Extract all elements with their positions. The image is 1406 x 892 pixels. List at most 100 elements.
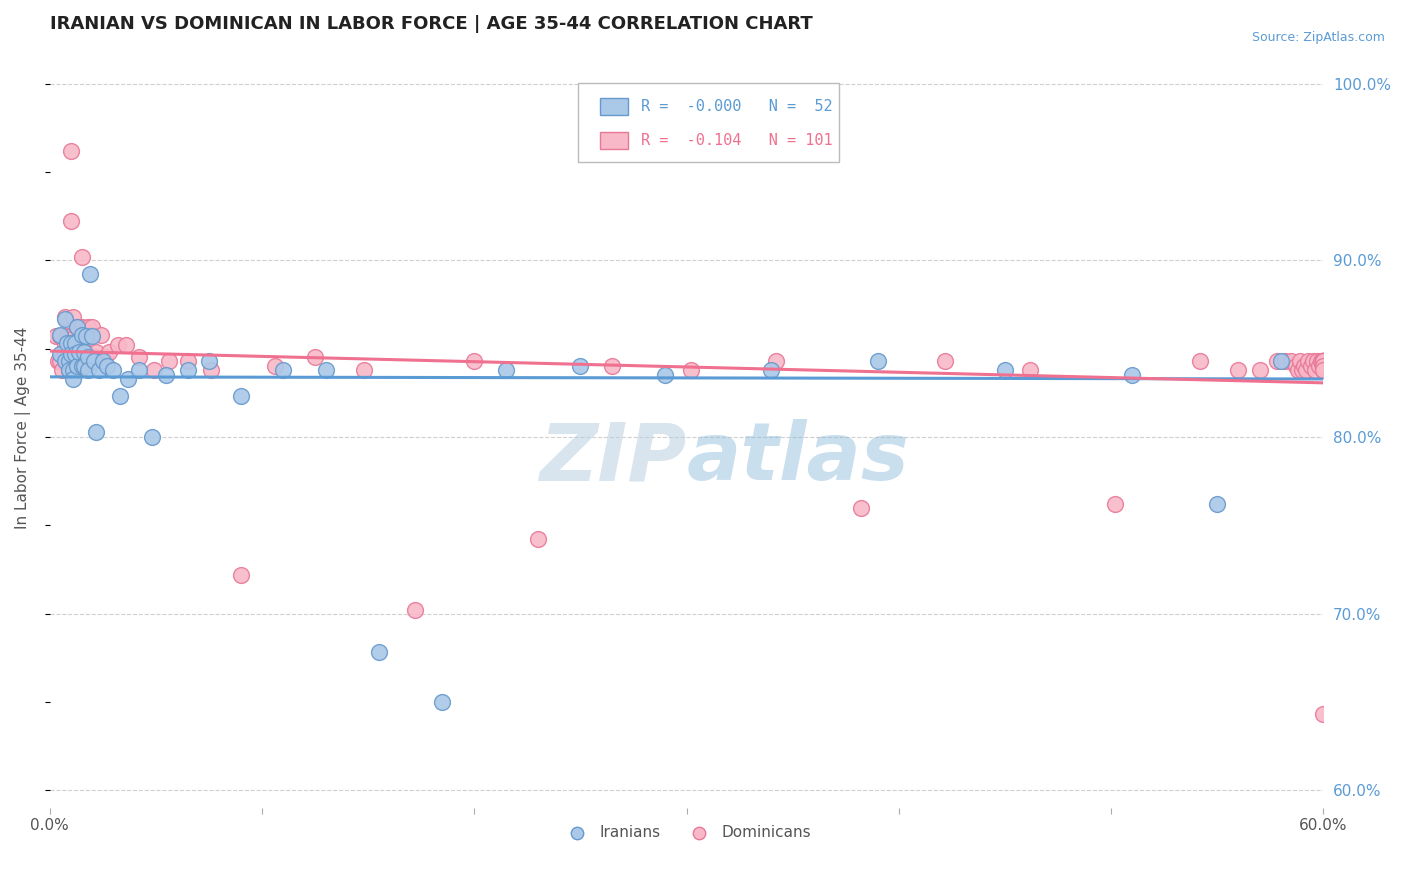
Point bbox=[55, 329, 77, 343]
Point bbox=[1121, 368, 1143, 383]
Point bbox=[1189, 354, 1212, 368]
Point bbox=[75, 354, 97, 368]
Point bbox=[1312, 354, 1334, 368]
Point bbox=[432, 695, 454, 709]
Text: R =  -0.104   N = 101: R = -0.104 N = 101 bbox=[641, 133, 832, 148]
Point bbox=[62, 371, 84, 385]
Point bbox=[82, 329, 104, 343]
Point bbox=[1104, 497, 1126, 511]
Point bbox=[367, 645, 389, 659]
Point bbox=[62, 310, 84, 324]
Point bbox=[463, 354, 485, 368]
Point bbox=[1312, 359, 1334, 374]
Point bbox=[49, 347, 72, 361]
Point bbox=[1291, 363, 1313, 377]
Point bbox=[229, 567, 252, 582]
Point bbox=[51, 363, 73, 377]
Point bbox=[70, 327, 93, 342]
Point bbox=[1295, 363, 1317, 377]
Point bbox=[1312, 359, 1334, 374]
Point bbox=[569, 359, 592, 374]
Point bbox=[49, 327, 72, 342]
Point bbox=[1312, 354, 1334, 368]
Point bbox=[866, 354, 889, 368]
Point bbox=[141, 430, 163, 444]
Point bbox=[1312, 359, 1334, 374]
Point bbox=[53, 338, 76, 352]
Point bbox=[73, 329, 96, 343]
Point bbox=[63, 347, 86, 361]
Point bbox=[1312, 363, 1334, 377]
Point bbox=[90, 327, 112, 342]
FancyBboxPatch shape bbox=[600, 132, 628, 149]
Point bbox=[1298, 354, 1320, 368]
Point bbox=[600, 359, 623, 374]
Point bbox=[59, 214, 82, 228]
Point bbox=[353, 363, 375, 377]
Point bbox=[69, 363, 91, 377]
Point bbox=[96, 359, 118, 374]
Point bbox=[198, 354, 221, 368]
Point bbox=[58, 354, 80, 368]
Point bbox=[87, 363, 110, 377]
Point bbox=[765, 354, 787, 368]
Point bbox=[69, 354, 91, 368]
Point bbox=[155, 368, 177, 383]
Point bbox=[1312, 359, 1334, 374]
Point bbox=[103, 363, 125, 377]
Point bbox=[59, 347, 82, 361]
Point bbox=[108, 389, 131, 403]
Point bbox=[1270, 354, 1292, 368]
Point bbox=[86, 345, 108, 359]
Point bbox=[55, 354, 77, 368]
Point bbox=[69, 345, 91, 359]
Point bbox=[1019, 363, 1042, 377]
Point bbox=[1306, 354, 1329, 368]
Point bbox=[91, 354, 114, 368]
Point bbox=[1312, 359, 1334, 374]
Point bbox=[679, 363, 702, 377]
Point bbox=[1299, 359, 1322, 374]
Point bbox=[73, 345, 96, 359]
Point bbox=[1303, 363, 1326, 377]
Point bbox=[1274, 354, 1296, 368]
Point bbox=[46, 354, 69, 368]
Point bbox=[63, 336, 86, 351]
Point bbox=[59, 329, 82, 343]
Point bbox=[77, 363, 100, 377]
Point bbox=[49, 354, 72, 368]
Point bbox=[1302, 354, 1324, 368]
Point bbox=[53, 354, 76, 368]
Point bbox=[1312, 363, 1334, 377]
FancyBboxPatch shape bbox=[578, 83, 839, 162]
Point bbox=[157, 354, 180, 368]
Point bbox=[128, 363, 150, 377]
Point bbox=[177, 363, 200, 377]
Point bbox=[1312, 354, 1334, 368]
Point bbox=[79, 354, 101, 368]
Legend: Iranians, Dominicans: Iranians, Dominicans bbox=[555, 819, 818, 846]
Point bbox=[1312, 354, 1334, 368]
Point bbox=[128, 351, 150, 365]
Point bbox=[58, 363, 80, 377]
Point bbox=[1312, 359, 1334, 374]
Point bbox=[934, 354, 956, 368]
Point bbox=[98, 345, 121, 359]
Point bbox=[115, 338, 138, 352]
Point bbox=[1312, 354, 1334, 368]
FancyBboxPatch shape bbox=[600, 98, 628, 115]
Point bbox=[1308, 359, 1330, 374]
Point bbox=[1281, 354, 1303, 368]
Point bbox=[1294, 359, 1316, 374]
Point bbox=[1312, 363, 1334, 377]
Point bbox=[59, 144, 82, 158]
Point bbox=[53, 311, 76, 326]
Point bbox=[70, 320, 93, 334]
Point bbox=[63, 329, 86, 343]
Point bbox=[1286, 363, 1309, 377]
Point bbox=[1312, 354, 1334, 368]
Point bbox=[62, 363, 84, 377]
Point bbox=[142, 363, 165, 377]
Text: IRANIAN VS DOMINICAN IN LABOR FORCE | AGE 35-44 CORRELATION CHART: IRANIAN VS DOMINICAN IN LABOR FORCE | AG… bbox=[49, 15, 813, 33]
Point bbox=[59, 336, 82, 351]
